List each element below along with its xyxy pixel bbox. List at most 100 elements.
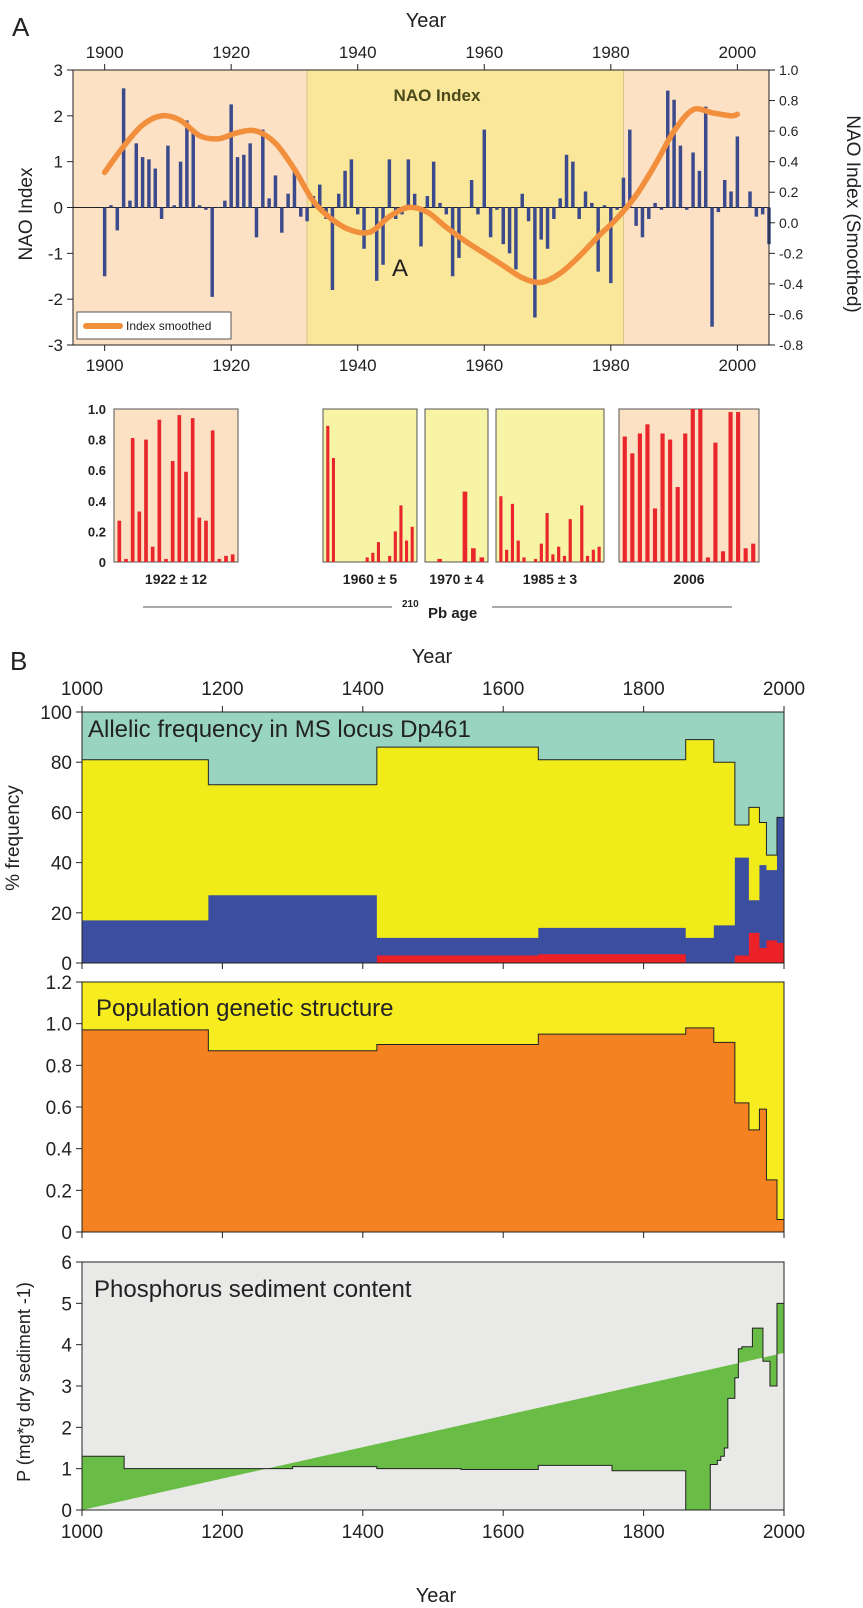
top-tick-label: 2000 — [718, 43, 756, 62]
nao-bar — [216, 207, 221, 208]
top-x-tick-label: 1800 — [622, 679, 664, 700]
nao-bar — [748, 191, 752, 208]
nao-bar — [204, 207, 208, 210]
population-step-line — [82, 1027, 784, 1220]
pb-age-superscript: 210 — [402, 599, 419, 610]
pb-bar — [516, 540, 520, 562]
nao-chart: 1900 1900 1920 1920 1940 1940 1960 1960 1980 1980… — [48, 43, 803, 375]
pb-bar — [743, 548, 748, 562]
nao-bar — [735, 136, 740, 208]
nao-bar — [172, 205, 176, 208]
pb-box — [618, 408, 760, 563]
nao-bar — [602, 205, 607, 208]
nao-bar — [242, 154, 246, 208]
y-tick-label: 2 — [61, 1418, 72, 1439]
nao-bar — [653, 202, 657, 208]
pb-bar — [371, 552, 375, 562]
panel-b-letter: B — [10, 646, 27, 676]
right-tick-label: -0.8 — [779, 337, 803, 353]
allelic-area — [82, 932, 784, 963]
bottom-x-tick-label: 1800 — [622, 1522, 664, 1543]
y-tick-label: 40 — [51, 854, 72, 875]
pb-bar — [326, 425, 330, 562]
right-tick-label: -0.4 — [779, 276, 803, 292]
y-tick-label: 0 — [61, 954, 72, 975]
y-tick-label: 0 — [61, 1223, 72, 1244]
top-x-tick-label: 1200 — [201, 679, 243, 700]
nao-bar — [539, 207, 543, 240]
nao-bar — [153, 168, 157, 208]
left-tick-label: -2 — [48, 290, 63, 309]
phosphorus-step-line — [82, 1302, 785, 1511]
nao-bar — [210, 207, 214, 297]
top-x-tick-label: 1400 — [342, 679, 384, 700]
pb-bar — [410, 526, 414, 562]
pb-bar — [675, 487, 680, 562]
pb-bar — [137, 511, 142, 562]
y-tick-label: 3 — [61, 1377, 72, 1398]
allelic-area — [82, 817, 784, 963]
smoothed-line — [101, 106, 741, 286]
y-tick-label: 60 — [51, 803, 72, 824]
pb-bar — [144, 439, 148, 562]
panel-a-top-axis-title: Year — [406, 10, 447, 32]
nao-bar — [261, 129, 265, 208]
panel-a-right-axis-title: NAO Index (Smoothed) — [842, 115, 863, 312]
pb-bar — [660, 433, 665, 562]
nao-bar — [337, 193, 341, 208]
right-tick-label: -0.6 — [779, 306, 803, 322]
nao-bar — [476, 207, 480, 215]
nao-bar — [615, 207, 619, 210]
nao-bar — [109, 205, 113, 208]
top-tick-label: 1940 — [339, 43, 377, 62]
y-tick-label: 0.4 — [46, 1140, 73, 1161]
bottom-tick-label: 1940 — [339, 356, 377, 375]
pb-y-tick-label: 0.2 — [88, 524, 106, 539]
right-tick-label: 0.2 — [779, 184, 799, 200]
pb-bar — [591, 549, 595, 562]
nao-bar — [507, 207, 512, 254]
y-tick-label: 0.2 — [46, 1181, 72, 1202]
pb-bar — [177, 415, 182, 562]
pb-bar — [210, 430, 215, 562]
pb-box-label: 1960 ± 5 — [343, 571, 398, 587]
nao-bar — [697, 170, 702, 208]
nao-bar — [166, 145, 170, 208]
nao-bar — [159, 207, 164, 219]
plot-frame — [81, 711, 785, 964]
nao-bar — [520, 193, 524, 208]
pb-bar — [405, 540, 409, 562]
nao-bar — [634, 207, 638, 226]
nao-bar — [647, 207, 651, 219]
nao-bar — [552, 207, 556, 219]
pb-bar — [597, 546, 601, 562]
nao-bar — [102, 207, 107, 277]
bottom-x-tick-label: 1600 — [482, 1522, 524, 1543]
pb-y-tick-label: 0.4 — [88, 494, 107, 509]
nao-bar — [273, 175, 278, 208]
nao-bar — [621, 177, 626, 208]
pb-bar — [117, 520, 122, 562]
right-tick-label: 1.0 — [779, 62, 799, 78]
bottom-tick-label: 1980 — [592, 356, 630, 375]
nao-bar — [729, 191, 733, 208]
nao-bar — [128, 200, 132, 208]
nao-bar — [425, 196, 430, 208]
nao-bar — [178, 161, 183, 208]
pb-bar — [505, 549, 509, 562]
pb-bar — [720, 551, 726, 562]
pb-bar — [217, 558, 222, 562]
nao-bar — [368, 207, 373, 208]
pb-bar — [705, 557, 710, 562]
nao-bar — [469, 180, 474, 208]
pb-bar — [399, 505, 403, 562]
nao-bar — [590, 202, 594, 208]
top-tick-label: 1980 — [592, 43, 630, 62]
nao-bar — [609, 207, 613, 284]
bottom-x-tick-label: 1200 — [201, 1522, 243, 1543]
pb-bar — [184, 471, 188, 562]
nao-bar — [463, 207, 468, 208]
nao-bar — [577, 207, 581, 219]
top-x-tick-label: 2000 — [763, 679, 805, 700]
